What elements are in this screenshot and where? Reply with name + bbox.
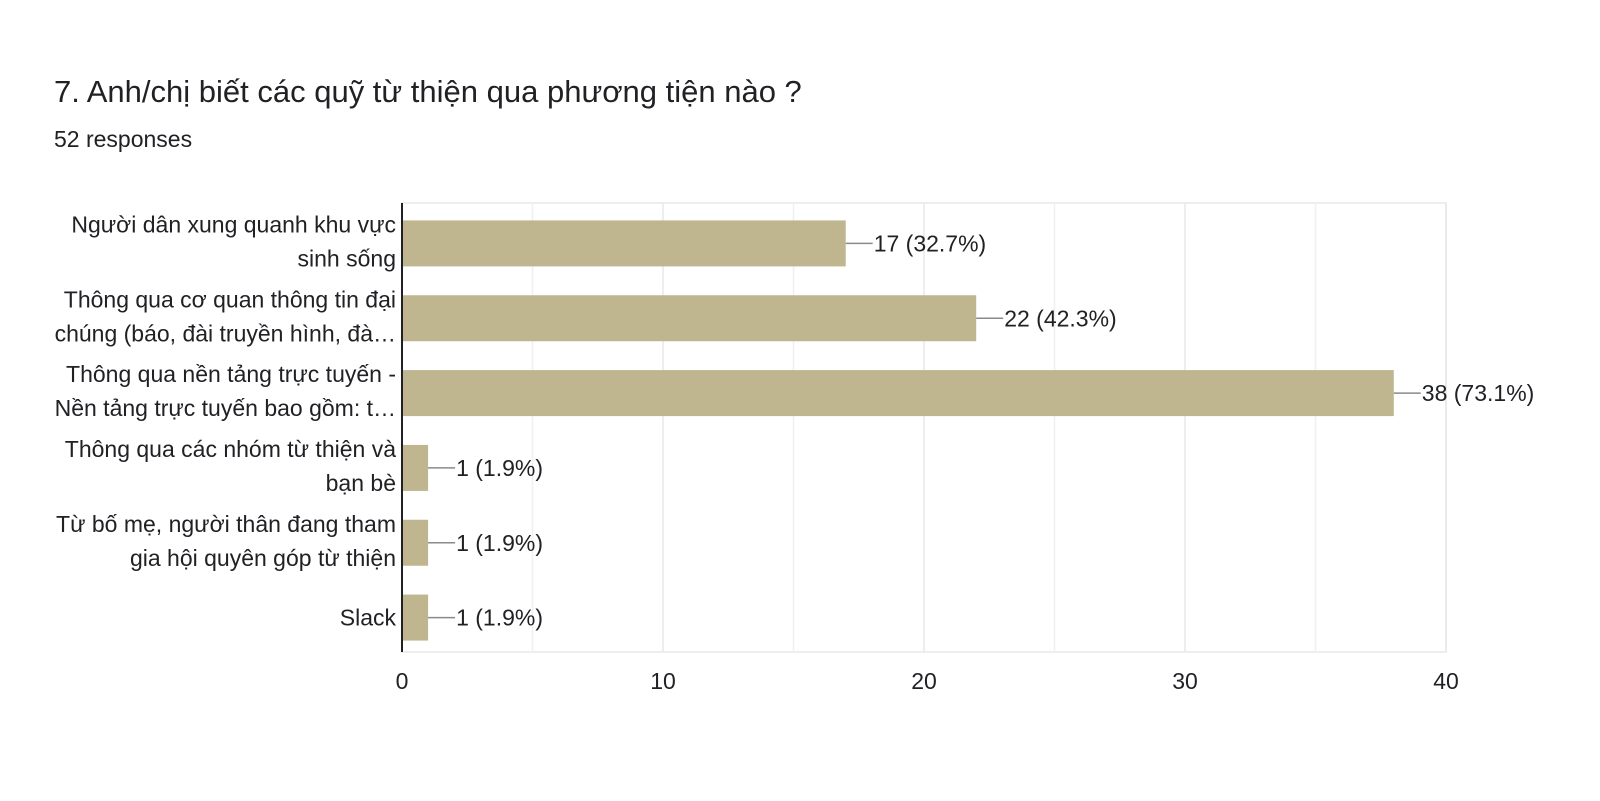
bar	[402, 445, 428, 491]
x-tick-label: 20	[911, 668, 937, 694]
category-label: sinh sống	[298, 245, 396, 271]
category-label: chúng (báo, đài truyền hình, đà…	[55, 320, 396, 346]
category-label: bạn bè	[326, 470, 396, 496]
category-label: Slack	[340, 605, 397, 631]
x-tick-label: 30	[1172, 668, 1198, 694]
data-label: 1 (1.9%)	[456, 530, 543, 556]
data-label: 38 (73.1%)	[1422, 380, 1535, 406]
data-label: 1 (1.9%)	[456, 455, 543, 481]
bar	[402, 370, 1394, 416]
bar	[402, 295, 976, 341]
category-label: gia hội quyên góp từ thiện	[130, 545, 396, 571]
data-label: 22 (42.3%)	[1004, 305, 1117, 331]
category-label: Thông qua cơ quan thông tin đại	[64, 286, 396, 312]
data-label: 1 (1.9%)	[456, 605, 543, 631]
data-label: 17 (32.7%)	[874, 230, 987, 256]
x-tick-label: 10	[650, 668, 676, 694]
category-label: Thông qua các nhóm từ thiện và	[65, 436, 396, 462]
bar	[402, 595, 428, 641]
category-label: Nền tảng trực tuyến bao gồm: t…	[55, 395, 396, 421]
x-tick-label: 0	[396, 668, 409, 694]
category-label: Người dân xung quanh khu vực	[71, 211, 396, 237]
x-tick-label: 40	[1433, 668, 1459, 694]
bar	[402, 520, 428, 566]
bar	[402, 220, 846, 266]
category-label: Thông qua nền tảng trực tuyến -	[66, 361, 396, 387]
category-label: Từ bố mẹ, người thân đang tham	[56, 511, 396, 537]
